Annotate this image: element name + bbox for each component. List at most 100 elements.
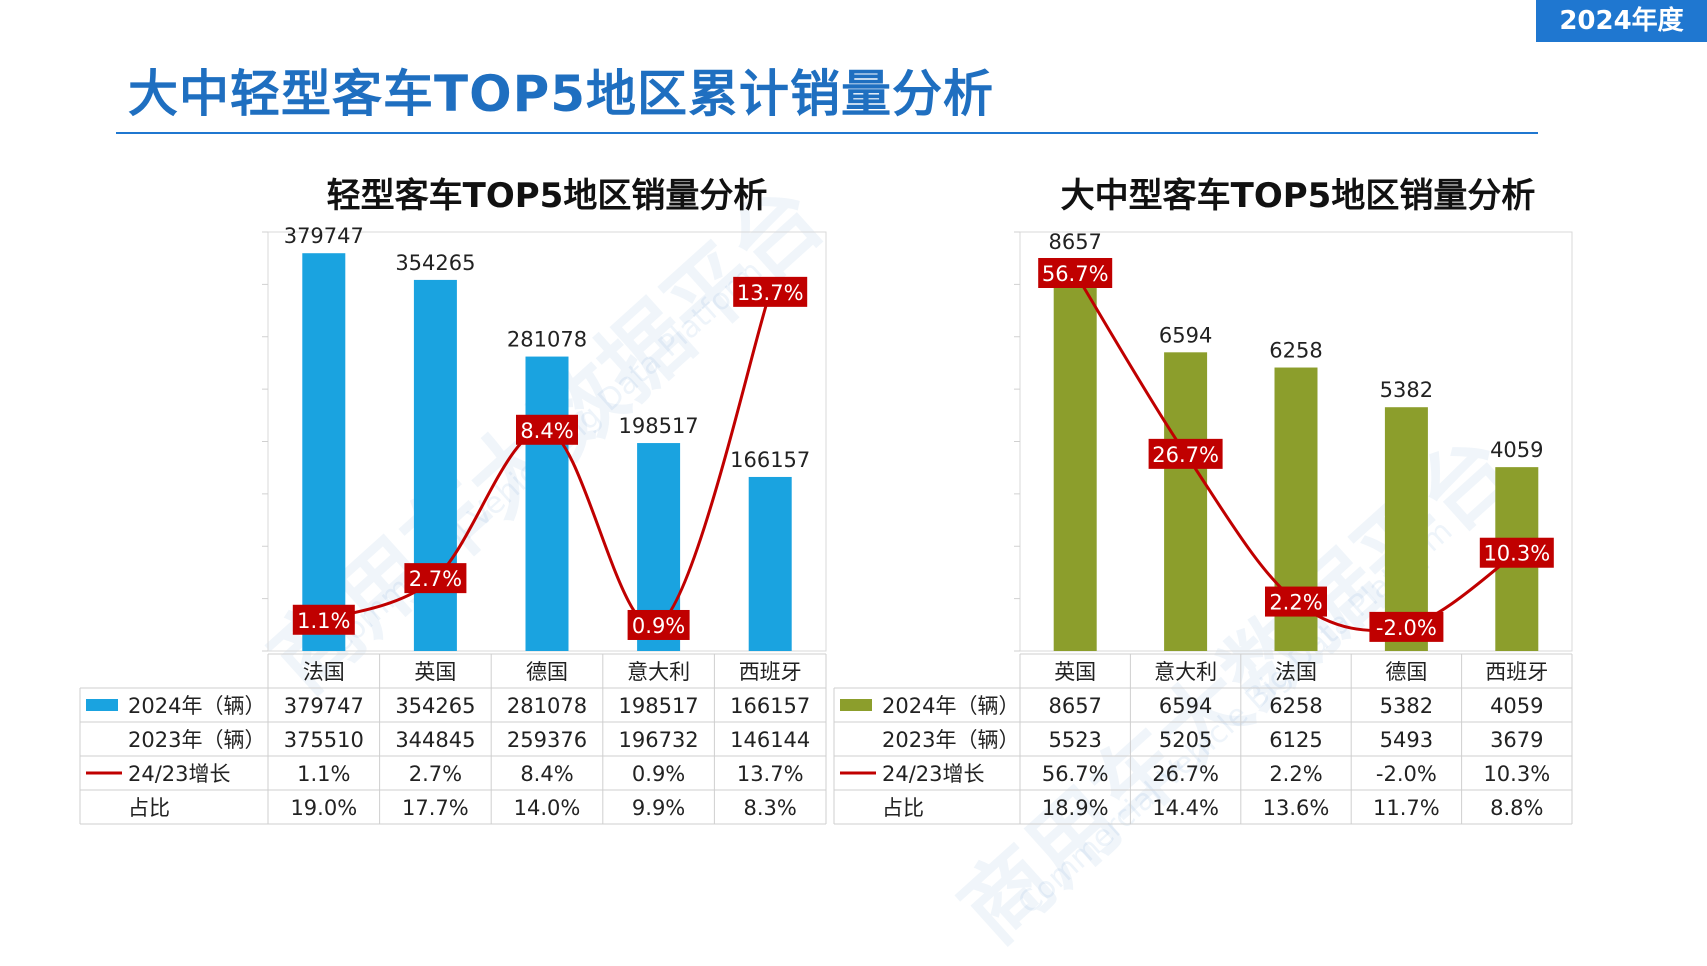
light-growth-label: 13.7% xyxy=(737,281,804,305)
light-table-cell: 8.4% xyxy=(520,762,573,786)
light-table-cell: 354265 xyxy=(395,694,475,718)
light-table-cell: 196732 xyxy=(619,728,699,752)
light-legend-key-bar xyxy=(86,699,118,711)
page-title: 大中轻型客车TOP5地区累计销量分析 xyxy=(128,65,995,123)
heavy-table-cell: 26.7% xyxy=(1152,762,1219,786)
heavy-table-cell: 8.8% xyxy=(1490,796,1543,820)
light-table-cell: 375510 xyxy=(284,728,364,752)
light-chart-title: 轻型客车TOP5地区销量分析 xyxy=(326,176,768,216)
title-underline xyxy=(116,132,1538,134)
light-table-cell: 344845 xyxy=(395,728,475,752)
light-bar-value-label: 281078 xyxy=(507,328,587,352)
heavy-table-cell: 6258 xyxy=(1269,694,1322,718)
light-table-cell: 1.1% xyxy=(297,762,350,786)
heavy-bar-value-label: 6594 xyxy=(1159,323,1212,347)
light-category-label: 德国 xyxy=(526,660,568,684)
heavy-bar-value-label: 5382 xyxy=(1380,378,1433,402)
heavy-growth-label: 2.2% xyxy=(1269,591,1322,615)
light-bar-value-label: 166157 xyxy=(730,448,810,472)
light-table-cell: 13.7% xyxy=(737,762,804,786)
heavy-table-cell: 14.4% xyxy=(1152,796,1219,820)
heavy-growth-label: 26.7% xyxy=(1152,443,1219,467)
light-growth-label-box xyxy=(292,604,355,635)
heavy-bar-value-label: 6258 xyxy=(1269,339,1322,363)
heavy-growth-label: 56.7% xyxy=(1042,262,1109,286)
heavy-table-cell: 11.7% xyxy=(1373,796,1440,820)
heavy-category-label: 法国 xyxy=(1275,660,1317,684)
light-bar-value-label: 198517 xyxy=(619,414,699,438)
heavy-table-cell: 6125 xyxy=(1269,728,1322,752)
heavy-growth-label-box xyxy=(1265,586,1327,617)
light-table-cell: 2.7% xyxy=(409,762,462,786)
heavy-growth-label-box xyxy=(1369,611,1444,642)
heavy-category-label: 西班牙 xyxy=(1485,660,1548,684)
heavy-table-cell: 3679 xyxy=(1490,728,1543,752)
heavy-table-cell: 8657 xyxy=(1048,694,1101,718)
heavy-series-name: 占比 xyxy=(882,796,924,820)
heavy-table-cell: 2.2% xyxy=(1269,762,1322,786)
heavy-category-label: 意大利 xyxy=(1154,660,1217,684)
light-bar xyxy=(525,356,569,651)
light-bar xyxy=(302,253,346,651)
light-growth-label-box xyxy=(404,563,467,594)
light-table-cell: 146144 xyxy=(730,728,810,752)
light-series-name: 2023年（辆） xyxy=(128,728,265,752)
heavy-category-label: 英国 xyxy=(1054,660,1096,684)
heavy-table-cell: 5493 xyxy=(1380,728,1433,752)
light-table-cell: 17.7% xyxy=(402,796,469,820)
light-growth-label-box xyxy=(733,276,808,307)
year-badge: 2024年度 xyxy=(1536,0,1707,42)
light-table-cell: 281078 xyxy=(507,694,587,718)
heavy-growth-label: -2.0% xyxy=(1376,616,1437,640)
heavy-legend-key-bar xyxy=(840,699,872,711)
heavy-series-name: 2024年（辆） xyxy=(882,694,1019,718)
heavy-table-cell: 5205 xyxy=(1159,728,1212,752)
light-bar-value-label: 354265 xyxy=(395,251,475,275)
heavy-growth-label-box xyxy=(1148,438,1223,469)
heavy-bar xyxy=(1384,407,1428,651)
heavy-bar-value-label: 8657 xyxy=(1048,230,1101,254)
heavy-growth-label: 10.3% xyxy=(1483,542,1550,566)
light-category-label: 意大利 xyxy=(627,660,690,684)
light-table-cell: 14.0% xyxy=(514,796,581,820)
light-category-label: 英国 xyxy=(414,660,456,684)
light-bar-value-label: 379747 xyxy=(284,224,364,248)
light-table-cell: 379747 xyxy=(284,694,364,718)
light-bar xyxy=(748,476,792,651)
light-series-name: 24/23增长 xyxy=(128,762,231,786)
heavy-table-cell: 5382 xyxy=(1380,694,1433,718)
light-growth-label: 8.4% xyxy=(520,419,573,443)
heavy-chart-title: 大中型客车TOP5地区销量分析 xyxy=(1060,176,1536,216)
light-table-cell: 259376 xyxy=(507,728,587,752)
heavy-bar xyxy=(1053,258,1097,651)
heavy-table-cell: 6594 xyxy=(1159,694,1212,718)
light-growth-label: 2.7% xyxy=(409,567,462,591)
heavy-table-cell: 13.6% xyxy=(1263,796,1330,820)
light-series-name: 占比 xyxy=(128,796,170,820)
heavy-growth-label-box xyxy=(1479,537,1554,568)
light-series-name: 2024年（辆） xyxy=(128,694,265,718)
heavy-series-name: 2023年（辆） xyxy=(882,728,1019,752)
light-growth-label: 0.9% xyxy=(632,614,685,638)
light-table-cell: 8.3% xyxy=(744,796,797,820)
heavy-bar xyxy=(1164,352,1208,651)
heavy-table-cell: 5523 xyxy=(1048,728,1101,752)
light-bar xyxy=(413,279,457,651)
heavy-table-cell: 4059 xyxy=(1490,694,1543,718)
heavy-table-cell: 18.9% xyxy=(1042,796,1109,820)
light-growth-label-box xyxy=(516,414,578,445)
heavy-table-cell: 10.3% xyxy=(1483,762,1550,786)
light-growth-label-box xyxy=(627,609,690,640)
light-category-label: 西班牙 xyxy=(739,660,802,684)
heavy-series-name: 24/23增长 xyxy=(882,762,985,786)
light-table-cell: 198517 xyxy=(619,694,699,718)
heavy-category-label: 德国 xyxy=(1385,660,1427,684)
light-table-cell: 0.9% xyxy=(632,762,685,786)
heavy-bar-value-label: 4059 xyxy=(1490,438,1543,462)
light-growth-label: 1.1% xyxy=(297,609,350,633)
heavy-table-cell: 56.7% xyxy=(1042,762,1109,786)
heavy-growth-label-box xyxy=(1038,257,1113,288)
light-category-label: 法国 xyxy=(303,660,345,684)
light-table-cell: 9.9% xyxy=(632,796,685,820)
